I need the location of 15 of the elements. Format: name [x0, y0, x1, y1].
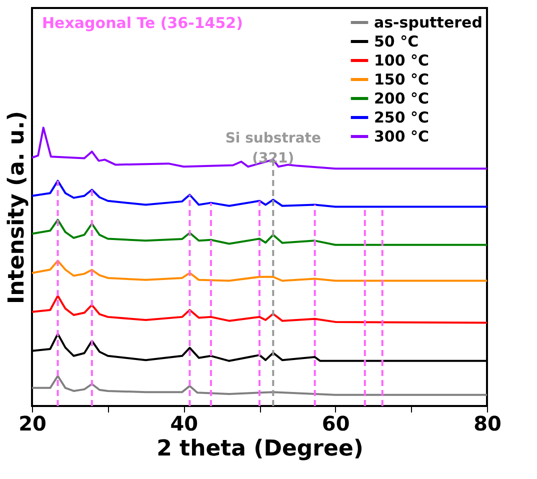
- legend-label: 250 °C: [374, 108, 430, 126]
- legend-label: 100 °C: [374, 52, 430, 70]
- y-axis-title: Intensity (a. u.): [4, 110, 30, 304]
- x-tick-label: 80: [474, 412, 502, 436]
- legend-label: 200 °C: [374, 90, 430, 108]
- legend-label: 150 °C: [374, 70, 430, 88]
- legend-label: as-sputtered: [374, 14, 482, 32]
- legend-label: 300 °C: [374, 128, 430, 146]
- x-axis-title: 2 theta (Degree): [156, 436, 364, 462]
- ref-line-label: Si substrate (321): [225, 130, 321, 167]
- x-tick-label: 40: [170, 412, 198, 436]
- text: Hexagonal Te (36-1452): [42, 14, 243, 32]
- x-tick-label: 20: [18, 412, 46, 436]
- x-tick-label: 60: [322, 412, 350, 436]
- legend-label: 50 °C: [374, 32, 419, 50]
